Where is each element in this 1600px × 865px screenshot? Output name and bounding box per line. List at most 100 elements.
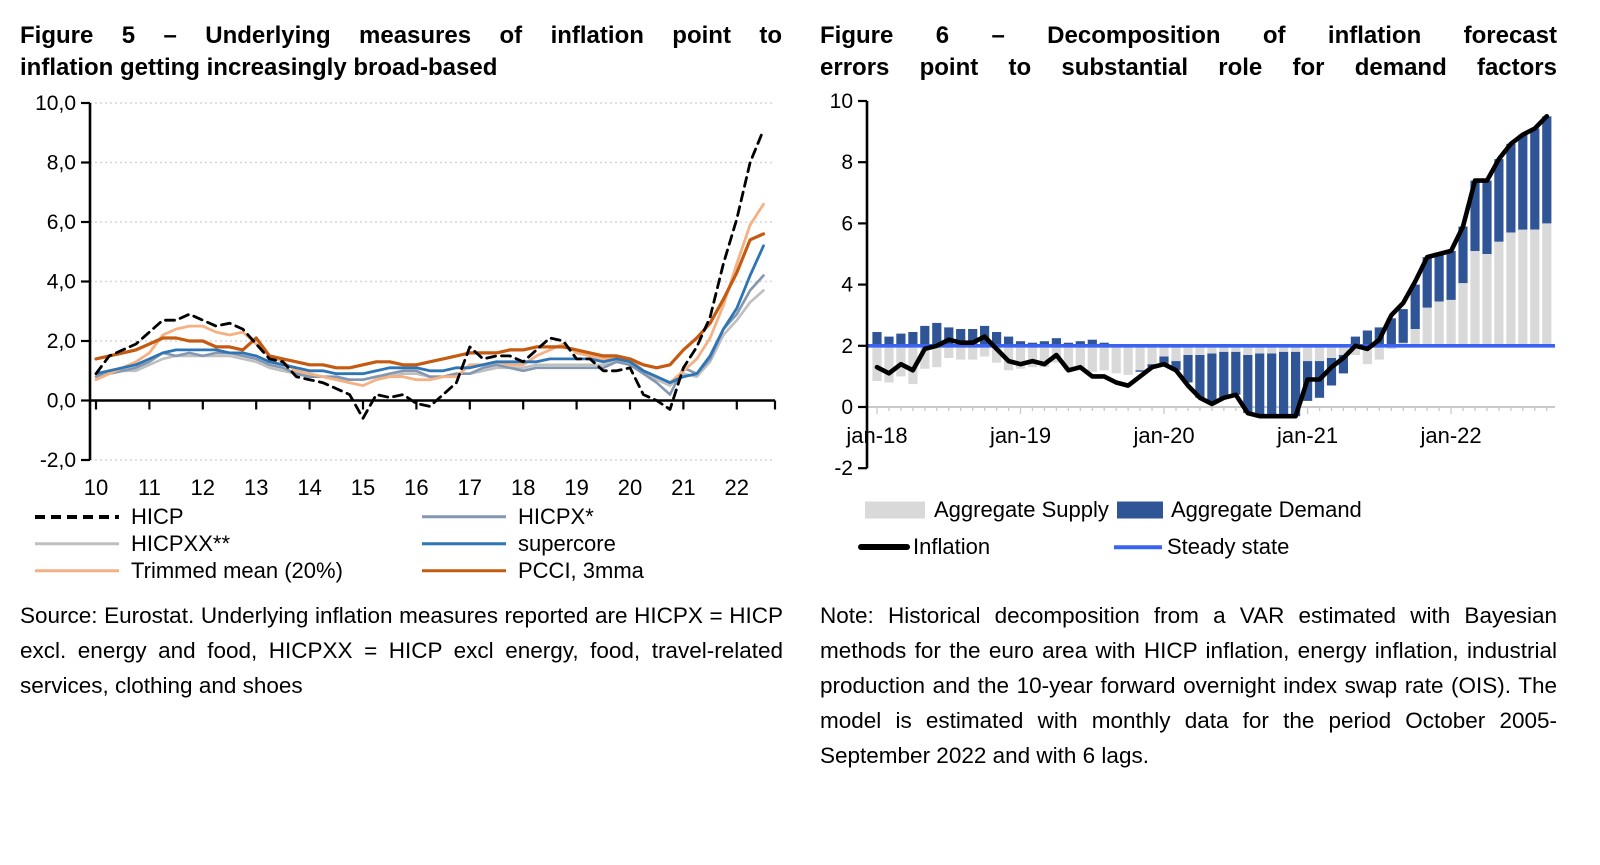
legend-label-aggregate-supply: Aggregate Supply xyxy=(934,497,1109,522)
bar-segment-aggregate-demand xyxy=(1410,284,1420,329)
bar-segment-aggregate-demand xyxy=(1087,339,1097,346)
bar-segment-aggregate-supply xyxy=(1482,254,1492,346)
bar-segment-aggregate-demand xyxy=(1171,361,1181,371)
figure5-line-chart: 10,0 8,0 6,0 4,0 2,0 0,0 -2,0 10 11 12 13 14 15 16 17 1… xyxy=(35,92,777,500)
x-tick-label: 13 xyxy=(244,475,268,500)
legend-label-aggregate-demand: Aggregate Demand xyxy=(1171,497,1362,522)
bar-segment-aggregate-supply xyxy=(1458,283,1468,346)
bar-segment-aggregate-demand xyxy=(1195,355,1205,398)
bar-segment-aggregate-demand xyxy=(920,325,930,346)
x-tick-label: 19 xyxy=(564,475,588,500)
bar-segment-aggregate-supply xyxy=(968,345,978,360)
steady-state-line-swatch xyxy=(1114,545,1162,549)
bar-segment-aggregate-supply xyxy=(1039,345,1049,368)
bar-segment-aggregate-demand xyxy=(1386,318,1396,346)
bar-segment-aggregate-demand xyxy=(872,332,882,346)
legend-label-hicpxx: HICPXX** xyxy=(131,530,231,556)
bar-segment-aggregate-supply xyxy=(1374,345,1384,360)
bar-segment-aggregate-demand xyxy=(1051,338,1061,346)
series-line-pcci-3mma xyxy=(94,232,766,370)
y-tick-label: 4 xyxy=(841,274,853,297)
x-tick-label: 14 xyxy=(297,475,321,500)
x-tick-label: jan-20 xyxy=(1132,423,1194,448)
bar-segment-aggregate-demand xyxy=(1362,330,1372,346)
bar-segment-aggregate-supply xyxy=(1027,345,1038,368)
y-tick-label: 0 xyxy=(841,396,853,419)
figure5-source-note: Source: Eurostat. Underlying inflation m… xyxy=(20,603,783,698)
bar-segment-aggregate-supply xyxy=(1338,345,1348,355)
bar-segment-aggregate-supply xyxy=(1075,345,1085,371)
bar-segment-aggregate-demand xyxy=(1494,159,1504,242)
y-tick-label: 2 xyxy=(841,335,853,358)
y-tick-label: 4,0 xyxy=(47,271,76,294)
bar-segment-aggregate-supply xyxy=(872,345,882,381)
bar-segment-aggregate-demand xyxy=(1291,351,1301,417)
bar-segment-aggregate-demand xyxy=(908,332,918,346)
bar-segment-aggregate-supply xyxy=(896,345,906,377)
bar-segment-aggregate-demand xyxy=(1326,358,1337,386)
bar-segment-aggregate-demand xyxy=(1482,180,1492,254)
bar-segment-aggregate-demand xyxy=(1542,116,1552,224)
y-tick-label: 6,0 xyxy=(47,211,76,234)
bar-segment-aggregate-supply xyxy=(1494,241,1504,346)
series-line-supercore xyxy=(94,244,765,385)
bar-segment-aggregate-demand xyxy=(968,329,978,346)
x-tick-label: 21 xyxy=(671,475,695,500)
bar-segment-aggregate-demand xyxy=(992,332,1002,346)
figure6-title-line1: Figure 6 – Decomposition of inflation fo… xyxy=(820,22,1557,49)
x-tick-label: jan-22 xyxy=(1420,423,1482,448)
legend-item-hicpxx: HICPXX** supercore xyxy=(10,530,800,557)
legend-label-steady-state: Steady state xyxy=(1167,534,1290,559)
figure5-panel: Figure 5 – Underlying measures of inflat… xyxy=(10,0,800,865)
bar-segment-aggregate-demand xyxy=(1518,134,1528,230)
bar-segment-aggregate-supply xyxy=(1530,229,1540,346)
legend-label-trimmed-mean: Trimmed mean (20%) xyxy=(131,557,343,583)
bar-segment-aggregate-demand xyxy=(1398,309,1408,343)
y-tick-label: 6 xyxy=(841,212,853,235)
hicp-line-swatch xyxy=(35,514,119,519)
x-tick-label: jan-21 xyxy=(1276,423,1338,448)
figure5-legend: HICP HICPX* HICPXX** supercore Trimmed m… xyxy=(10,503,800,587)
bar-segment-aggregate-supply xyxy=(1207,345,1217,354)
bar-segment-aggregate-supply xyxy=(992,345,1002,363)
bar-segment-aggregate-supply xyxy=(1015,345,1026,369)
bar-segment-aggregate-supply xyxy=(908,345,918,385)
bar-segment-aggregate-demand xyxy=(1207,353,1217,404)
trimmed-mean-line-swatch xyxy=(35,568,119,573)
bar-segment-aggregate-demand xyxy=(1350,336,1360,346)
figure6-note: Note: Historical decomposition from a VA… xyxy=(820,603,1557,768)
series-line-trimmed-mean-20- xyxy=(94,202,765,388)
x-tick-label: 15 xyxy=(351,475,375,500)
legend-row-lines: Inflation Steady state xyxy=(810,533,1600,561)
bar-segment-aggregate-demand xyxy=(1506,143,1516,233)
hicpx-line-swatch xyxy=(422,514,506,519)
bar-segment-aggregate-supply xyxy=(1267,345,1277,354)
bar-segment-aggregate-supply xyxy=(1350,345,1360,355)
y-tick-label: 10,0 xyxy=(35,92,76,115)
legend-label-supercore: supercore xyxy=(518,530,616,556)
bar-segment-aggregate-demand xyxy=(1135,370,1145,372)
bar-segment-aggregate-demand xyxy=(1446,250,1456,300)
bar-segment-aggregate-demand xyxy=(932,322,942,346)
figure6-title: Figure 6 – Decomposition of inflation fo… xyxy=(820,20,1557,84)
x-tick-label: 16 xyxy=(404,475,428,500)
y-tick-label: 8 xyxy=(841,151,853,174)
bar-segment-aggregate-supply xyxy=(1410,329,1420,346)
bar-segment-aggregate-supply xyxy=(1506,232,1516,346)
bar-segment-aggregate-demand xyxy=(956,329,966,346)
bar-segment-aggregate-demand xyxy=(1267,353,1277,417)
bar-segment-aggregate-demand xyxy=(1422,257,1432,308)
figure6-panel: Figure 6 – Decomposition of inflation fo… xyxy=(810,0,1600,865)
x-tick-label: 17 xyxy=(458,475,482,500)
supercore-line-swatch xyxy=(422,541,506,546)
figure6-bar-chart: 10 8 6 4 2 0 -2 jan-18 jan-19 jan-20 jan-21 jan-22 xyxy=(830,90,1555,480)
bar-segment-aggregate-demand xyxy=(1183,355,1193,383)
bar-segment-aggregate-supply xyxy=(1111,345,1121,374)
inflation-line xyxy=(874,113,1550,419)
legend-label-inflation: Inflation xyxy=(913,534,991,559)
bar-segment-aggregate-supply xyxy=(1099,345,1109,371)
legend-label-pcci: PCCI, 3mma xyxy=(518,557,644,583)
x-tick-label: 11 xyxy=(138,475,161,500)
legend-row-bars: Aggregate Supply Aggregate Demand xyxy=(810,496,1600,524)
